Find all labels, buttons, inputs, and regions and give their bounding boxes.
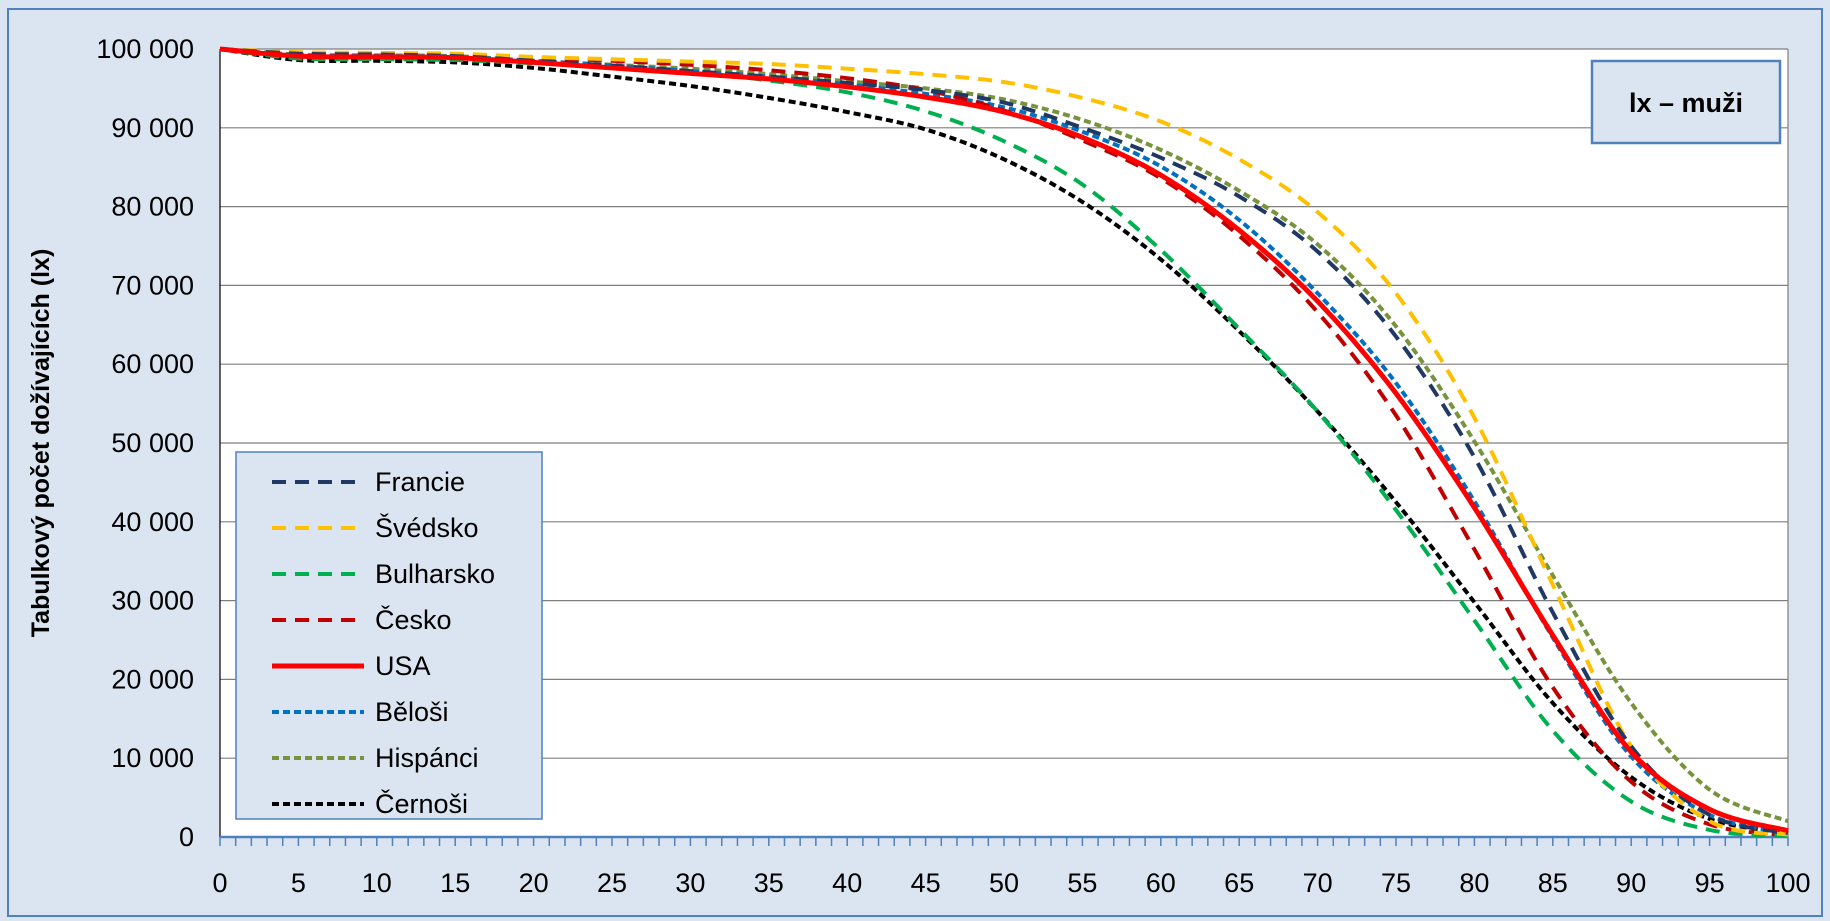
header-strip <box>0 0 1830 8</box>
y-tick-label: 10 000 <box>111 743 194 773</box>
series-line-usa <box>219 46 1789 834</box>
y-axis-label: Tabulkový počet dožívajících (lx) <box>27 249 55 638</box>
y-tick-label: 70 000 <box>111 270 194 300</box>
series-line-francie <box>219 47 1789 836</box>
x-tick-label: 45 <box>911 868 941 898</box>
y-tick-label: 90 000 <box>111 113 194 143</box>
x-tick-label: 40 <box>832 868 862 898</box>
x-tick-label: 95 <box>1695 868 1725 898</box>
line-chart: 0 10 000 20 000 30 000 40 000 50 000 60 000 70 … <box>27 34 1811 898</box>
series-layer <box>219 46 1789 839</box>
x-tick-label: 75 <box>1381 868 1411 898</box>
corner-label-box: lx – muži <box>1590 59 1782 145</box>
legend: Francie Švédsko Bulharsko Česko USA Běloši His… <box>235 451 543 820</box>
x-tick-label: 50 <box>989 868 1019 898</box>
x-tick-label: 0 <box>212 868 227 898</box>
legend-label-usa: USA <box>375 651 431 681</box>
x-tick-label: 85 <box>1538 868 1568 898</box>
x-tick-label: 55 <box>1067 868 1097 898</box>
y-tick-label: 0 <box>179 822 194 852</box>
x-tick-label: 90 <box>1616 868 1646 898</box>
y-tick-label: 100 000 <box>96 34 194 64</box>
series-line-svedsko <box>219 47 1789 837</box>
x-tick-label: 70 <box>1303 868 1333 898</box>
legend-label-bulharsko: Bulharsko <box>375 559 495 589</box>
y-tick-label: 50 000 <box>111 428 194 458</box>
y-axis: 0 10 000 20 000 30 000 40 000 50 000 60 000 70 … <box>96 34 221 852</box>
x-tick-label: 35 <box>754 868 784 898</box>
y-tick-label: 40 000 <box>111 507 194 537</box>
x-tick-label: 100 <box>1765 868 1810 898</box>
x-tick-label: 65 <box>1224 868 1254 898</box>
legend-label-francie: Francie <box>375 467 465 497</box>
chart-frame: 0 10 000 20 000 30 000 40 000 50 000 60 000 70 … <box>7 8 1823 917</box>
x-tick-label: 10 <box>362 868 392 898</box>
x-tick-label: 20 <box>519 868 549 898</box>
x-axis: 0 5 10 15 20 25 30 35 40 45 50 55 60 65 70 75 80 85 90 95 10… <box>212 835 1811 898</box>
legend-label-hispanci: Hispánci <box>375 743 479 773</box>
y-tick-label: 20 000 <box>111 664 194 694</box>
y-tick-label: 30 000 <box>111 586 194 616</box>
legend-label-belosi: Běloši <box>375 697 449 727</box>
x-tick-label: 15 <box>440 868 470 898</box>
corner-label: lx – muži <box>1629 88 1743 118</box>
legend-label-cernosi: Černoši <box>375 788 468 819</box>
x-tick-label: 25 <box>597 868 627 898</box>
x-tick-label: 60 <box>1146 868 1176 898</box>
legend-label-svedsko: Švédsko <box>375 512 479 543</box>
y-tick-label: 60 000 <box>111 349 194 379</box>
legend-label-cesko: Česko <box>375 604 452 635</box>
x-tick-label: 5 <box>291 868 306 898</box>
y-tick-label: 80 000 <box>111 192 194 222</box>
x-tick-label: 30 <box>675 868 705 898</box>
x-tick-label: 80 <box>1459 868 1489 898</box>
